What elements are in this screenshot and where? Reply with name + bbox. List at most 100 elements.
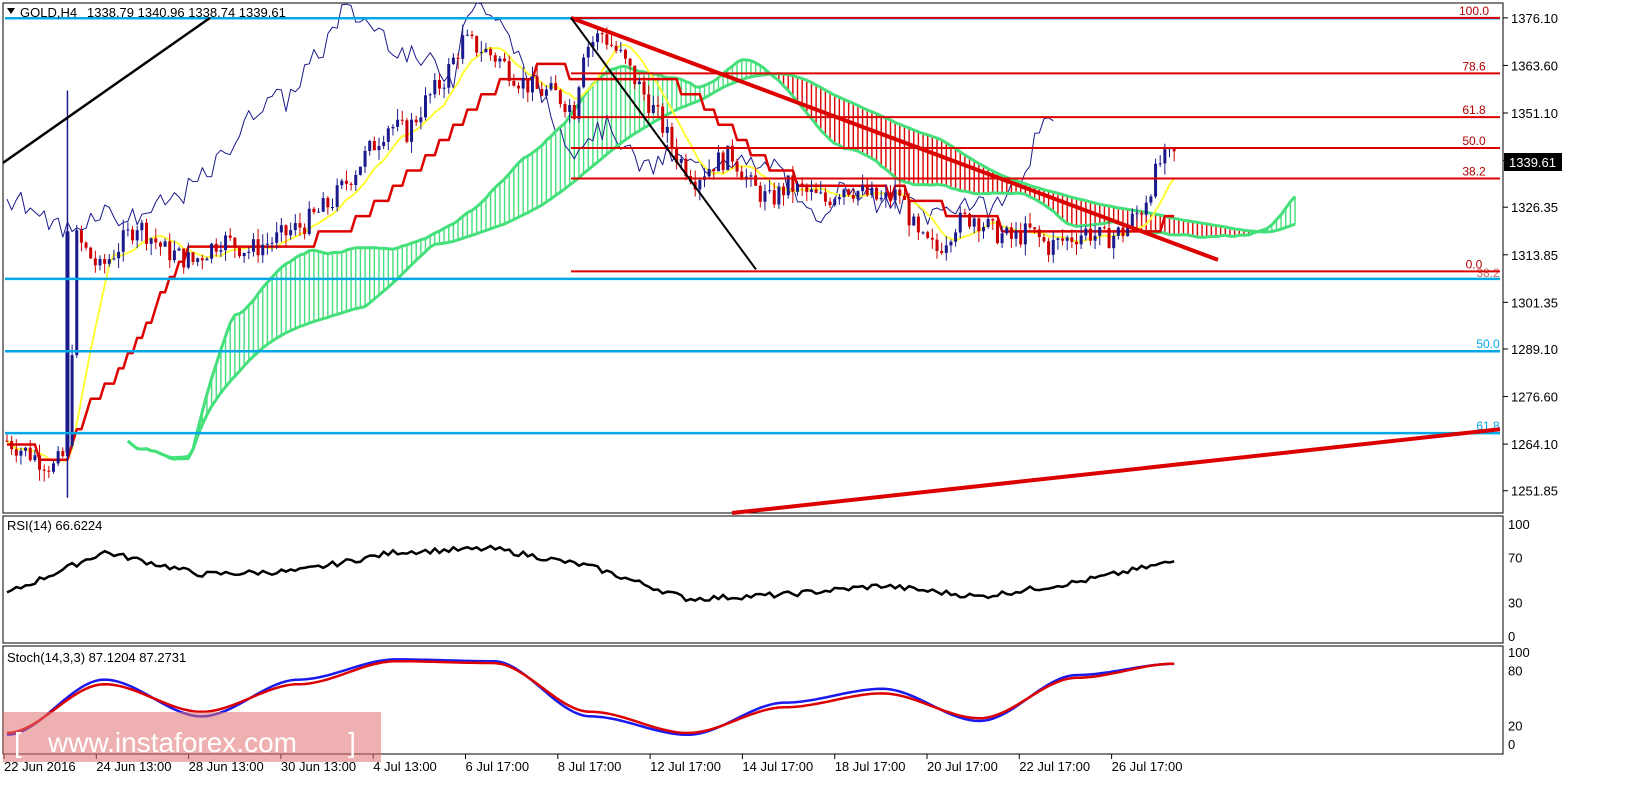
candle-body [312, 208, 316, 213]
candle-body [740, 171, 744, 180]
candle-body [916, 216, 920, 233]
candle-body [410, 119, 414, 142]
candle-body [177, 248, 181, 251]
candle-body [1019, 231, 1023, 245]
candle-body [763, 191, 767, 202]
candle-body [386, 128, 390, 142]
candle-body [605, 34, 609, 45]
candle-body [586, 46, 590, 58]
candle-body [256, 239, 260, 256]
candle-body [558, 90, 562, 104]
price-tick-label: 1376.10 [1511, 11, 1558, 26]
kijun-line [7, 62, 1175, 461]
candle-body [172, 250, 176, 261]
candle-body [396, 119, 400, 127]
candle-body [623, 49, 627, 59]
candle-body [577, 87, 581, 119]
candle-body [372, 141, 376, 151]
candle-body [391, 126, 395, 129]
candle-body [493, 55, 497, 62]
time-axis: 22 Jun 2016 24 Jun 13:00 28 Jun 13:00 30 Ju… [3, 754, 1182, 774]
candle-body [651, 104, 655, 113]
stoch-tick-label: 100 [1508, 645, 1530, 660]
candle-body [517, 85, 520, 89]
candle-body [326, 198, 330, 208]
candle-body [1042, 237, 1046, 242]
candle-body [279, 225, 283, 233]
candle-body [851, 194, 855, 199]
candle-body [140, 222, 144, 231]
candle-body [1149, 196, 1153, 203]
candle-body [958, 212, 962, 233]
candle-body [591, 41, 595, 47]
candle-body [75, 230, 79, 356]
candle-body [298, 223, 302, 228]
time-tick-label: 24 Jun 13:00 [96, 759, 171, 774]
candle-body [1056, 238, 1060, 240]
candle-body [503, 58, 507, 62]
price-tick-label: 1326.35 [1511, 200, 1558, 215]
rsi-tick-label: 100 [1508, 517, 1530, 532]
stoch-tick-label: 20 [1508, 719, 1522, 734]
candle-body [828, 201, 832, 206]
candle-body [121, 230, 125, 252]
candle-body [707, 169, 711, 177]
candle-body [721, 152, 725, 171]
candle-body [1037, 229, 1041, 238]
candle-body [554, 83, 558, 91]
candle-body [1130, 213, 1134, 226]
candle-body [24, 447, 28, 451]
candle-body [972, 218, 976, 227]
senkou-span-a [126, 58, 1297, 461]
fib-label: 100.0 [1459, 4, 1489, 18]
candle-body [84, 242, 88, 248]
candle-body [814, 189, 818, 193]
candle-body [842, 189, 846, 198]
candle-body [47, 470, 51, 472]
candle-body [1005, 227, 1009, 234]
candle-body [837, 197, 841, 200]
rsi-panel [2, 515, 1504, 644]
candle-body [628, 58, 632, 66]
candle-body [186, 252, 190, 268]
candle-body [1061, 238, 1065, 241]
candle-body [679, 158, 683, 163]
black-trendline-up [2, 16, 211, 164]
price-tick-label: 1363.60 [1511, 58, 1558, 73]
candle-body [568, 105, 572, 113]
candle-body [758, 185, 762, 202]
candle-body [749, 175, 753, 177]
candle-body [861, 185, 865, 192]
black-trendline-down [570, 17, 757, 271]
price-tick-label: 1301.35 [1511, 295, 1558, 310]
candle-body [1158, 163, 1162, 165]
candle-body [995, 220, 999, 244]
fib-label: 0.0 [1466, 257, 1483, 271]
time-tick-label: 8 Jul 17:00 [558, 759, 622, 774]
candle-body [512, 81, 516, 86]
candle-body [382, 141, 386, 146]
candle-body [470, 34, 474, 36]
candle-body [735, 161, 739, 172]
candle-body [768, 190, 772, 192]
rsi-tick-label: 0 [1508, 629, 1515, 644]
candle-body [442, 87, 446, 89]
candle-body [791, 175, 795, 192]
candle-body [433, 79, 437, 95]
horizontal-levels: 100.078.661.850.038.20.038.250.061.8 [5, 4, 1500, 435]
candle-body [158, 242, 162, 247]
candle-body [196, 258, 200, 262]
candle-body [633, 65, 637, 85]
time-tick-label: 20 Jul 17:00 [927, 759, 998, 774]
candle-body [865, 185, 869, 196]
candle-body [461, 35, 465, 59]
price-tick-label: 1351.10 [1511, 106, 1558, 121]
candle-body [782, 186, 786, 196]
candle-body [949, 241, 953, 246]
candle-body [428, 94, 432, 96]
candle-body [293, 223, 297, 231]
dropdown-triangle-icon[interactable] [7, 8, 15, 14]
candle-body [242, 252, 246, 257]
candle-body [796, 183, 799, 192]
time-tick-label: 6 Jul 17:00 [466, 759, 530, 774]
